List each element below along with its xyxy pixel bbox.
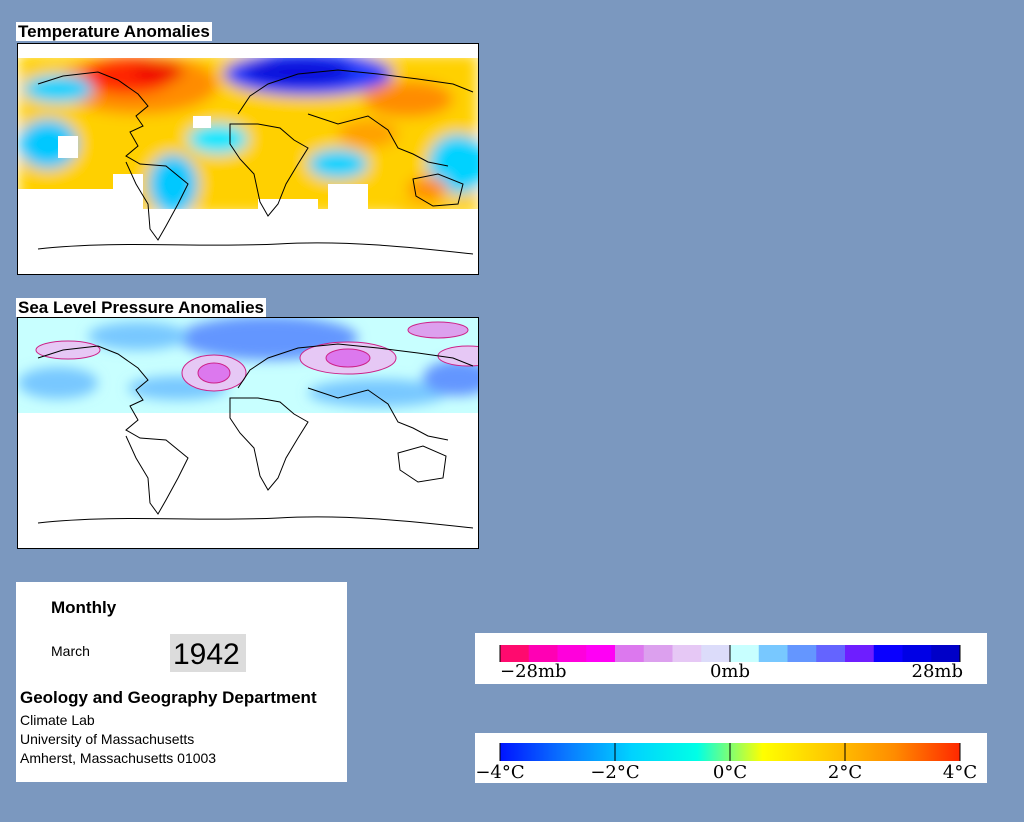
university-label: University of Massachusetts xyxy=(20,731,195,747)
department-label: Geology and Geography Department xyxy=(20,688,317,707)
missing-data-areas xyxy=(18,44,478,274)
pressure-swatch xyxy=(845,645,875,662)
pressure-coastlines xyxy=(37,343,474,529)
temperature-anomaly-field xyxy=(18,52,478,219)
temperature-coastlines xyxy=(37,69,474,255)
temperature-label-zero: 0°C xyxy=(713,762,747,783)
pressure-label-zero: 0mb xyxy=(710,661,750,682)
pressure-swatch xyxy=(557,645,587,662)
pressure-legend-canvas: −28mb 0mb 28mb xyxy=(499,645,964,682)
pressure-swatch xyxy=(730,645,760,662)
pressure-label-max: 28mb xyxy=(912,661,964,682)
pressure-swatch xyxy=(701,645,731,662)
temperature-label-minus4: −4°C xyxy=(475,762,524,783)
pressure-legend: −28mb 0mb 28mb xyxy=(475,633,987,684)
temperature-map-canvas xyxy=(18,44,478,274)
pressure-swatch xyxy=(643,645,673,662)
pressure-swatch xyxy=(873,645,903,662)
year-label: 1942 xyxy=(173,638,240,671)
temperature-legend: −4°C −2°C 0°C 2°C 4°C xyxy=(475,733,987,783)
pressure-label-min: −28mb xyxy=(500,661,567,682)
temperature-label-minus2: −2°C xyxy=(590,762,639,783)
pressure-swatch xyxy=(758,645,788,662)
pressure-swatch xyxy=(787,645,817,662)
period-label: Monthly xyxy=(51,598,117,617)
pressure-map-title: Sea Level Pressure Anomalies xyxy=(16,298,267,317)
pressure-swatch xyxy=(500,645,530,662)
year-box: 1942 xyxy=(170,634,246,672)
address-label: Amherst, Massachusetts 01003 xyxy=(20,750,217,766)
pressure-swatch xyxy=(816,645,846,662)
temperature-label-plus2: 2°C xyxy=(828,762,862,783)
pressure-swatch xyxy=(931,645,961,662)
temperature-ticks xyxy=(499,743,961,761)
pressure-anomaly-map xyxy=(17,317,479,549)
temperature-anomaly-map xyxy=(17,43,479,275)
pressure-swatch xyxy=(615,645,645,662)
lab-label: Climate Lab xyxy=(20,712,95,728)
pressure-swatch xyxy=(528,645,558,662)
pressure-map-canvas xyxy=(18,318,478,548)
pressure-swatch xyxy=(902,645,932,662)
temperature-map-title: Temperature Anomalies xyxy=(16,22,212,41)
info-panel: Monthly March 1942 Geology and Geography… xyxy=(16,582,347,782)
month-label: March xyxy=(51,643,90,659)
pressure-swatch xyxy=(586,645,616,662)
pressure-anomaly-field xyxy=(18,318,478,413)
temperature-label-plus4: 4°C xyxy=(943,762,977,783)
pressure-color-swatches xyxy=(499,645,961,662)
temperature-legend-canvas: −4°C −2°C 0°C 2°C 4°C xyxy=(475,743,977,783)
pressure-swatch xyxy=(672,645,702,662)
